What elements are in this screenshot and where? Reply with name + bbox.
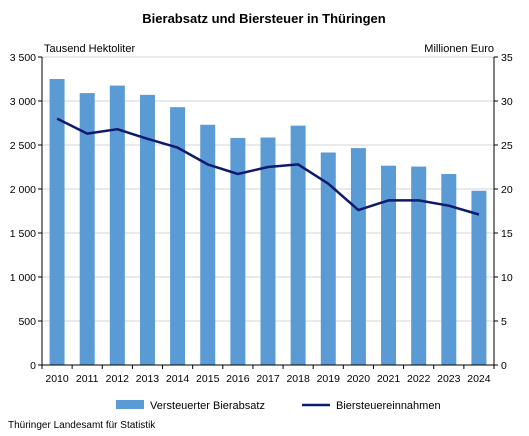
- bar: [79, 93, 95, 365]
- legend: Versteuerter Bierabsatz Biersteuereinnah…: [116, 400, 441, 412]
- x-tick-label: 2017: [256, 373, 280, 385]
- x-tick-label: 2018: [286, 373, 310, 385]
- right-axis-unit: Millionen Euro: [424, 43, 494, 55]
- bar: [381, 165, 397, 365]
- x-tick-label: 2014: [166, 373, 190, 385]
- left-tick-label: 3 500: [10, 52, 36, 64]
- bar: [139, 94, 155, 365]
- right-tick-label: 15: [501, 228, 513, 240]
- right-tick-label: 20: [501, 184, 513, 196]
- series-line: [56, 117, 480, 216]
- x-tick-label: 2021: [377, 373, 401, 385]
- right-tick-label: 25: [501, 140, 513, 152]
- bar: [290, 125, 306, 365]
- axes: [41, 57, 495, 366]
- bar: [49, 79, 65, 365]
- x-tick-label: 2013: [136, 373, 160, 385]
- x-tick-label: 2022: [407, 373, 431, 385]
- source-note: Thüringer Landesamt für Statistik: [8, 420, 156, 431]
- bar: [109, 85, 125, 365]
- left-tick-label: 0: [30, 360, 36, 372]
- bar: [200, 124, 216, 365]
- x-tick-label: 2024: [467, 373, 491, 385]
- x-tick-label: 2019: [317, 373, 341, 385]
- right-axis-ticks: 0 5 10 15 20 25 30 35: [494, 52, 513, 372]
- legend-label-bar: Versteuerter Bierabsatz: [150, 400, 265, 412]
- bar: [411, 166, 427, 365]
- left-tick-label: 1 000: [10, 272, 36, 284]
- left-tick-label: 1 500: [10, 228, 36, 240]
- bar: [260, 137, 276, 365]
- left-tick-label: 500: [18, 316, 36, 328]
- legend-label-line: Biersteuereinnahmen: [336, 400, 441, 412]
- bar: [230, 137, 246, 365]
- left-tick-label: 2 500: [10, 140, 36, 152]
- left-tick-label: 3 000: [10, 96, 36, 108]
- left-axis-unit: Tausend Hektoliter: [44, 43, 135, 55]
- x-tick-label: 2023: [437, 373, 461, 385]
- x-tick-label: 2020: [347, 373, 371, 385]
- chart-title: Bierabsatz und Biersteuer in Thüringen: [142, 11, 385, 26]
- x-tick-label: 2015: [196, 373, 220, 385]
- x-tick-label: 2016: [226, 373, 250, 385]
- line-series: [56, 117, 480, 216]
- bar-series: [49, 79, 487, 365]
- bar: [441, 174, 457, 365]
- right-tick-label: 30: [501, 96, 513, 108]
- bar: [350, 148, 366, 365]
- x-axis-ticks: 2010 2011 2012 2013 2014 2015 2016 2017 2018 2019…: [41, 365, 495, 385]
- left-tick-label: 2 000: [10, 184, 36, 196]
- right-tick-label: 0: [501, 360, 507, 372]
- x-tick-label: 2012: [106, 373, 130, 385]
- left-axis-ticks: 0 500 1 000 1 500 2 000 2 500 3 000 3 500: [10, 52, 42, 372]
- legend-swatch-bar: [116, 400, 144, 409]
- bar: [170, 107, 186, 365]
- right-tick-label: 35: [501, 52, 513, 64]
- bar: [320, 152, 336, 365]
- x-tick-label: 2010: [45, 373, 69, 385]
- right-tick-label: 5: [501, 316, 507, 328]
- right-tick-label: 10: [501, 272, 513, 284]
- x-tick-label: 2011: [76, 373, 99, 385]
- bar: [471, 190, 487, 365]
